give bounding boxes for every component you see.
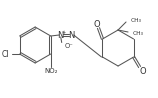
Text: N: N (58, 30, 64, 39)
Text: CH₃: CH₃ (131, 18, 142, 23)
Text: CH₃: CH₃ (133, 30, 144, 35)
Text: Cl: Cl (2, 49, 10, 59)
Text: O⁻: O⁻ (65, 43, 73, 49)
Text: O: O (139, 67, 146, 75)
Text: NO₂: NO₂ (44, 68, 58, 74)
Text: +: + (62, 30, 66, 35)
Text: N: N (69, 30, 75, 39)
Text: O: O (93, 20, 100, 29)
